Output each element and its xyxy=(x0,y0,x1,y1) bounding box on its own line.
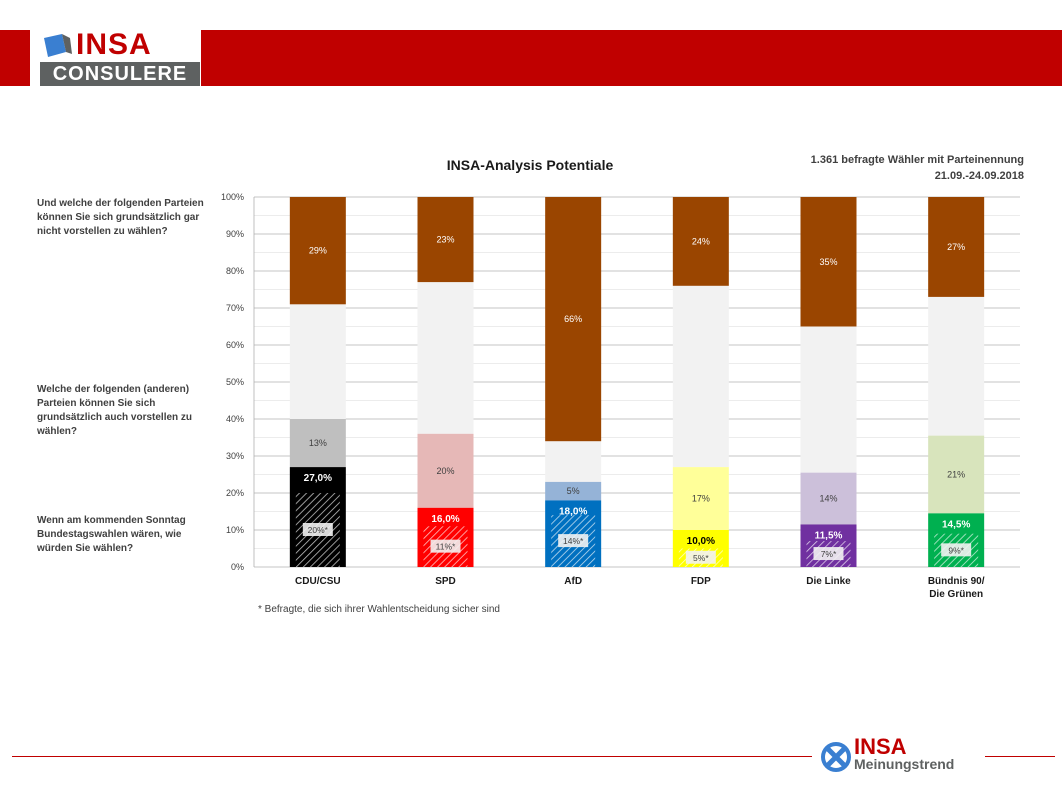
logo-top: INSA xyxy=(40,28,200,61)
never-value-label: 29% xyxy=(309,246,327,256)
bar-potential-segment xyxy=(545,481,602,501)
sure-label-box xyxy=(813,547,844,561)
bar-never-segment xyxy=(289,197,346,305)
vote-value-label: 18,0% xyxy=(559,506,587,517)
bar-gap-segment xyxy=(545,441,602,482)
sure-value-label: 9%* xyxy=(948,545,964,555)
vote-value-label: 14,5% xyxy=(942,519,970,530)
bar-never-segment xyxy=(928,197,985,297)
vote-value-label: 27,0% xyxy=(304,473,332,484)
potential-value-label: 17% xyxy=(692,494,710,504)
potential-value-label: 20% xyxy=(436,466,454,476)
bar-never-segment xyxy=(672,197,729,286)
question-never: Und welche der folgenden Parteien können… xyxy=(37,198,204,237)
footer-line-right xyxy=(985,756,1055,757)
never-value-label: 24% xyxy=(692,236,710,246)
y-tick-label: 70% xyxy=(226,303,244,313)
bar-never-segment xyxy=(800,197,857,327)
y-tick-label: 30% xyxy=(226,451,244,461)
bar-gap-segment xyxy=(289,304,346,419)
potential-value-label: 5% xyxy=(567,486,580,496)
period-text: 21.09.-24.09.2018 xyxy=(934,170,1024,182)
bar-never-segment xyxy=(417,197,474,283)
sure-label-box xyxy=(558,534,589,548)
logo-consulere-text: CONSULERE xyxy=(40,62,200,86)
sure-value-label: 14%* xyxy=(563,536,584,546)
x-category-label: FDP xyxy=(691,576,711,587)
bar-potential-segment xyxy=(928,435,985,514)
x-category-label: Die Linke xyxy=(806,576,851,587)
x-category-label: AfD xyxy=(564,576,582,587)
never-value-label: 27% xyxy=(947,242,965,252)
vote-value-label: 16,0% xyxy=(431,514,459,525)
insa-consulere-logo: INSA CONSULERE xyxy=(30,28,201,86)
never-value-label: 66% xyxy=(564,314,582,324)
potential-value-label: 14% xyxy=(819,494,837,504)
y-tick-label: 50% xyxy=(226,377,244,387)
sure-value-label: 5%* xyxy=(693,553,709,563)
x-category-label: CDU/CSU xyxy=(295,576,341,587)
respondents-text: 1.361 befragte Wähler mit Parteinennung xyxy=(810,154,1024,166)
sure-label-box xyxy=(685,550,716,564)
y-tick-label: 60% xyxy=(226,340,244,350)
y-tick-label: 20% xyxy=(226,488,244,498)
potential-value-label: 21% xyxy=(947,470,965,480)
vote-value-label: 10,0% xyxy=(687,536,715,547)
bar-gap-segment xyxy=(417,282,474,434)
bar-gap-segment xyxy=(928,296,985,436)
sure-label-box xyxy=(302,523,333,536)
never-value-label: 35% xyxy=(819,257,837,267)
y-tick-label: 40% xyxy=(226,414,244,424)
footer-line-left xyxy=(12,756,812,757)
logo-insa-text: INSA xyxy=(76,28,152,61)
bar-never-segment xyxy=(545,197,602,442)
y-tick-label: 10% xyxy=(226,525,244,535)
meinungstrend-x-icon xyxy=(821,742,851,772)
bar-potential-segment xyxy=(289,419,346,468)
brand-sub-text: Meinungstrend xyxy=(854,756,955,772)
x-category-label: SPD xyxy=(435,576,456,587)
never-value-label: 23% xyxy=(436,235,454,245)
footnote: * Befragte, die sich ihrer Wahlentscheid… xyxy=(258,604,500,615)
y-tick-label: 90% xyxy=(226,229,244,239)
sure-value-label: 20%* xyxy=(308,525,329,535)
x-category-label: Die Grünen xyxy=(929,589,983,600)
potential-value-label: 13% xyxy=(309,438,327,448)
question-vote: Wenn am kommenden Sonntag Bundestagswahl… xyxy=(37,515,186,554)
bar-potential-segment xyxy=(800,472,857,525)
sure-value-label: 7%* xyxy=(821,549,837,559)
bar-gap-segment xyxy=(800,326,857,473)
logo-cube-icon xyxy=(44,34,72,57)
question-also: Welche der folgenden (anderen) Parteien … xyxy=(37,384,193,437)
brand-insa-text: INSA xyxy=(854,734,907,759)
bar-potential-segment xyxy=(672,467,729,530)
vote-value-label: 11,5% xyxy=(815,530,843,541)
chart-meta: 1.361 befragte Wähler mit Parteinennung … xyxy=(811,152,1024,184)
sure-value-label: 11%* xyxy=(436,542,456,552)
bar-potential-segment xyxy=(417,433,474,508)
insa-meinungstrend-logo: INSA Meinungstrend xyxy=(820,734,980,778)
chart-title: INSA-Analysis Potentiale xyxy=(446,157,614,173)
y-tick-label: 0% xyxy=(231,562,244,572)
y-tick-label: 80% xyxy=(226,266,244,276)
sure-label-box xyxy=(941,543,972,557)
y-tick-label: 100% xyxy=(221,192,244,202)
x-category-label: Bündnis 90/ xyxy=(928,576,985,587)
sure-label-box xyxy=(430,539,461,553)
bar-gap-segment xyxy=(672,285,729,468)
